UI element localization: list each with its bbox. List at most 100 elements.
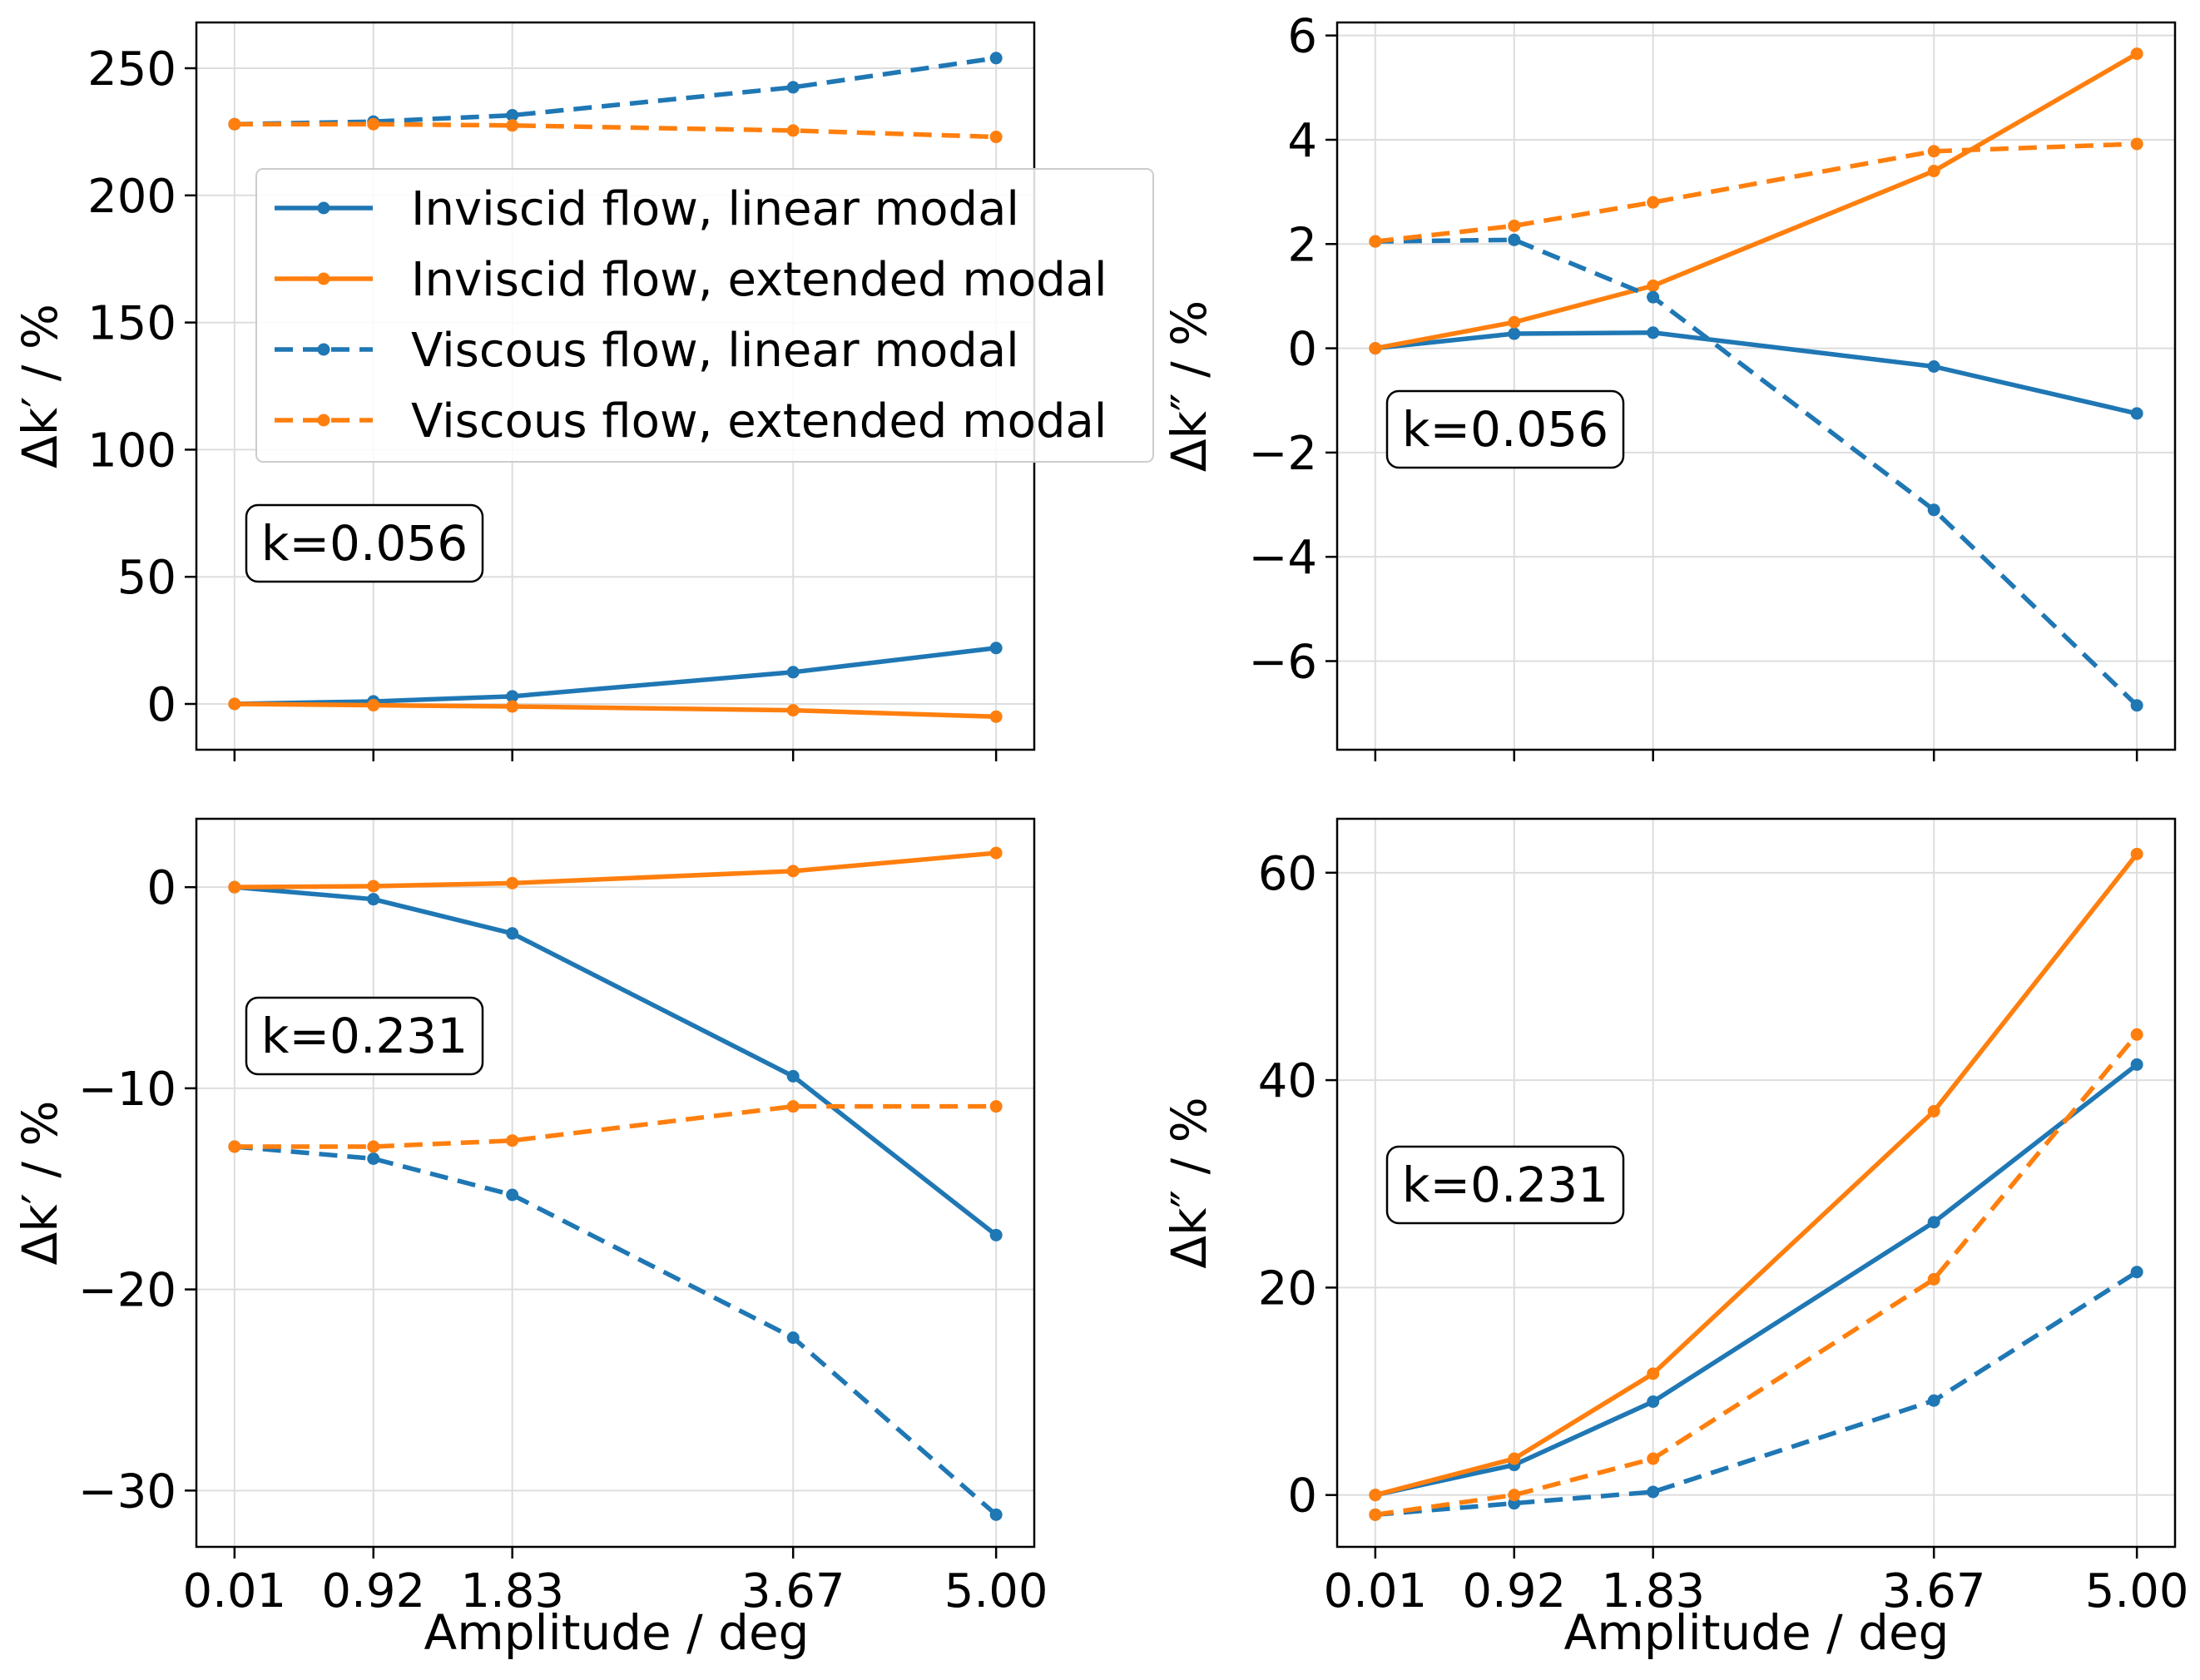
series-group bbox=[228, 52, 1003, 723]
legend-frame bbox=[255, 168, 1154, 463]
data-point bbox=[1927, 1104, 1940, 1118]
data-point bbox=[989, 846, 1003, 860]
legend-label: Inviscid flow, extended modal bbox=[411, 253, 1107, 307]
series-line bbox=[234, 1144, 998, 1517]
data-point bbox=[506, 700, 519, 713]
data-point bbox=[786, 81, 800, 94]
data-point bbox=[1508, 315, 1521, 329]
y-tick-label: 250 bbox=[87, 42, 176, 97]
data-point bbox=[989, 710, 1003, 723]
x-tick-label: 5.00 bbox=[2085, 1564, 2189, 1618]
y-tick-label: −20 bbox=[78, 1264, 176, 1318]
data-point bbox=[367, 117, 380, 131]
axes-frame bbox=[195, 817, 1036, 1549]
y-tick-label: 6 bbox=[1287, 10, 1317, 64]
y-tick-label: 20 bbox=[1258, 1261, 1317, 1316]
data-point bbox=[1647, 1452, 1660, 1465]
x-tick-label: 3.67 bbox=[741, 1564, 845, 1618]
data-point bbox=[1647, 290, 1660, 304]
data-point bbox=[1508, 1489, 1521, 1502]
y-axis-label: Δk″ / % bbox=[1161, 1097, 1217, 1268]
grid bbox=[1337, 819, 2175, 1547]
data-point bbox=[1647, 1367, 1660, 1380]
annotation-text: k=0.231 bbox=[1402, 1157, 1608, 1213]
x-tick-label: 0.01 bbox=[1324, 1564, 1428, 1618]
data-point bbox=[786, 1069, 800, 1083]
legend-item: Inviscid flow, linear modal bbox=[275, 182, 1019, 236]
y-tick-label: 0 bbox=[146, 678, 176, 732]
series-line bbox=[234, 1103, 997, 1149]
legend: Inviscid flow, linear modal Inviscid flow… bbox=[255, 168, 1154, 463]
data-point bbox=[989, 1100, 1003, 1113]
x-axis-label-right: Amplitude / deg bbox=[1564, 1604, 1950, 1661]
legend-label: Viscous flow, extended modal bbox=[411, 394, 1107, 448]
data-point bbox=[786, 704, 800, 717]
series-line bbox=[234, 701, 997, 720]
data-point bbox=[1369, 1508, 1382, 1521]
y-tick-label: 0 bbox=[1287, 323, 1317, 377]
data-point bbox=[989, 131, 1003, 144]
data-point bbox=[1508, 219, 1521, 232]
data-point bbox=[1369, 342, 1382, 355]
annotation-box bbox=[1385, 389, 1625, 469]
y-tick-label: 50 bbox=[117, 551, 176, 605]
data-point bbox=[228, 117, 241, 131]
panel-bottom-left: −30 −20 −10 0 0.01 0.92 1.83 3.67 5.00 Δk′ / % k=0… bbox=[12, 817, 1048, 1618]
legend-item: Viscous flow, linear modal bbox=[275, 324, 1019, 378]
data-point bbox=[506, 690, 519, 703]
data-point bbox=[2130, 1266, 2143, 1279]
series-group bbox=[228, 846, 1003, 1521]
x-axis-label-left: Amplitude / deg bbox=[424, 1604, 810, 1661]
y-tick-label: −4 bbox=[1248, 531, 1317, 585]
data-point bbox=[786, 1100, 800, 1113]
annotation-text: k=0.231 bbox=[261, 1008, 468, 1064]
data-point bbox=[228, 1140, 241, 1153]
data-point bbox=[989, 1508, 1003, 1521]
panel-top-left: 0 50 100 150 200 250 Δk′ / % k=0.056 bbox=[12, 21, 1036, 761]
y-tick-label: 100 bbox=[87, 424, 176, 478]
data-point bbox=[367, 880, 380, 893]
data-point bbox=[1508, 233, 1521, 246]
y-axis-label: Δk′ / % bbox=[12, 1101, 68, 1266]
k-annotation: k=0.056 bbox=[245, 503, 484, 583]
data-point bbox=[1647, 1485, 1660, 1499]
data-point bbox=[367, 893, 380, 906]
axes-frame bbox=[1335, 817, 2177, 1549]
axes-frame bbox=[1335, 21, 2177, 751]
data-point bbox=[2130, 47, 2143, 61]
y-tick-label: −10 bbox=[78, 1063, 176, 1117]
y-tick-label: −2 bbox=[1248, 427, 1317, 481]
panel-top-right: −6 −4 −2 0 2 4 6 Δk″ / % k=0.056 bbox=[1161, 10, 2177, 761]
y-tick-label: 0 bbox=[1287, 1469, 1317, 1524]
series-line bbox=[234, 850, 997, 890]
k-annotation: k=0.056 bbox=[1385, 389, 1625, 469]
data-point bbox=[1927, 503, 1940, 517]
y-tick-label: 200 bbox=[87, 170, 176, 224]
data-point bbox=[1508, 327, 1521, 340]
x-tick-label: 0.92 bbox=[321, 1564, 425, 1618]
x-tick-label: 0.92 bbox=[1462, 1564, 1566, 1618]
y-tick-label: 60 bbox=[1258, 847, 1317, 901]
k-annotation: k=0.231 bbox=[1385, 1145, 1625, 1225]
legend-marker bbox=[317, 272, 330, 285]
data-point bbox=[506, 1188, 519, 1202]
data-point bbox=[786, 865, 800, 878]
data-point bbox=[1927, 360, 1940, 374]
data-point bbox=[1927, 145, 1940, 158]
annotation-box bbox=[245, 503, 484, 583]
annotation-text: k=0.056 bbox=[1402, 401, 1608, 458]
y-tick-label: 2 bbox=[1287, 218, 1317, 272]
y-axis-label: Δk′ / % bbox=[12, 304, 68, 468]
k-annotation: k=0.231 bbox=[245, 996, 484, 1076]
x-tick-label: 5.00 bbox=[944, 1564, 1048, 1618]
legend-label: Inviscid flow, linear modal bbox=[411, 182, 1019, 236]
data-point bbox=[506, 109, 519, 122]
data-point bbox=[989, 1228, 1003, 1241]
legend-label: Viscous flow, linear modal bbox=[411, 324, 1019, 378]
data-point bbox=[506, 1134, 519, 1147]
y-tick-label: 150 bbox=[87, 297, 176, 351]
data-point bbox=[1927, 1272, 1940, 1286]
data-point bbox=[1647, 279, 1660, 292]
data-point bbox=[2130, 407, 2143, 420]
y-tick-label: 0 bbox=[146, 861, 176, 915]
